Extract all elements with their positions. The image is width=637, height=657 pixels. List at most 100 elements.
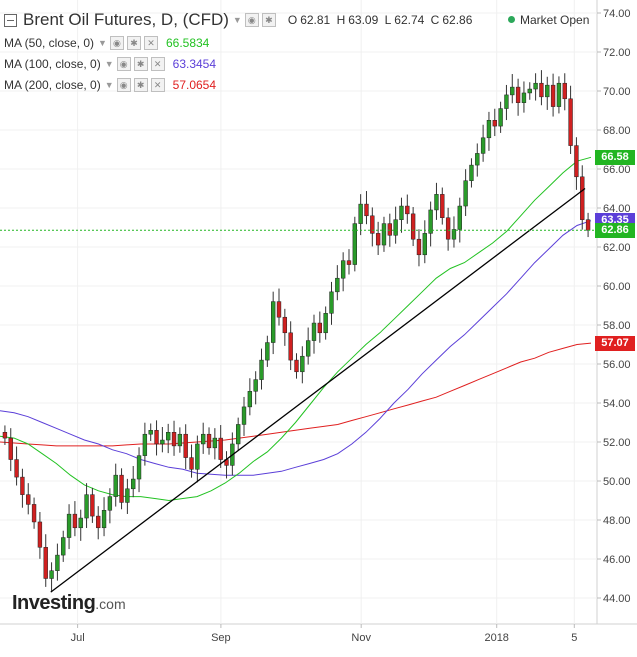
candle bbox=[101, 510, 107, 529]
y-tick-label: 44.00 bbox=[603, 593, 631, 605]
candle bbox=[8, 437, 13, 460]
candle bbox=[370, 215, 375, 234]
candle bbox=[72, 513, 78, 529]
high-value: 63.09 bbox=[348, 13, 379, 27]
candle bbox=[533, 82, 538, 90]
candle bbox=[300, 355, 305, 373]
candle bbox=[125, 488, 130, 503]
ma200-line bbox=[0, 342, 592, 447]
candle bbox=[154, 430, 159, 445]
legend-ma200[interactable]: MA (200, close, 0) ▼ ◉ ✱ ✕ 57.0654 bbox=[4, 74, 475, 95]
ma50-label: MA (50, close, 0) bbox=[4, 35, 95, 50]
candle bbox=[241, 406, 247, 425]
y-tick-label: 58.00 bbox=[603, 320, 631, 332]
candle bbox=[340, 260, 346, 279]
chart-title: Brent Oil Futures, D, (CFD) bbox=[23, 10, 229, 29]
candle bbox=[539, 82, 544, 98]
y-tick-label: 74.00 bbox=[603, 8, 631, 20]
candle bbox=[206, 433, 212, 449]
candle bbox=[323, 313, 328, 334]
candle bbox=[521, 92, 527, 103]
x-tick-label: Nov bbox=[351, 632, 371, 644]
close-value: 62.86 bbox=[442, 13, 473, 27]
candle bbox=[387, 223, 392, 236]
gear-icon[interactable]: ✱ bbox=[126, 35, 141, 50]
legend-ma50[interactable]: MA (50, close, 0) ▼ ◉ ✱ ✕ 66.5834 bbox=[4, 32, 475, 53]
y-tick-label: 66.00 bbox=[603, 164, 631, 176]
market-status: Market Open bbox=[508, 13, 589, 27]
y-tick-label: 62.00 bbox=[603, 242, 631, 254]
candle bbox=[2, 432, 8, 439]
candle bbox=[294, 359, 299, 373]
candle bbox=[492, 120, 497, 127]
eye-icon[interactable]: ◉ bbox=[244, 13, 259, 27]
close-icon[interactable]: ✕ bbox=[150, 56, 165, 71]
y-tick-label: 72.00 bbox=[603, 47, 631, 59]
candle bbox=[329, 291, 334, 314]
ma100-line bbox=[0, 220, 592, 476]
ma50-line bbox=[0, 156, 592, 502]
candle bbox=[113, 474, 118, 497]
eye-icon[interactable]: ◉ bbox=[116, 77, 131, 92]
candle bbox=[183, 433, 188, 458]
chevron-down-icon[interactable]: ▼ bbox=[232, 15, 242, 25]
eye-icon[interactable]: ◉ bbox=[116, 56, 131, 71]
candle bbox=[428, 209, 433, 234]
candle bbox=[107, 496, 113, 511]
chevron-down-icon[interactable]: ▼ bbox=[104, 79, 114, 90]
candle bbox=[43, 547, 48, 579]
candle bbox=[171, 432, 177, 447]
y-tick-label: 68.00 bbox=[603, 125, 631, 137]
close-icon[interactable]: ✕ bbox=[150, 77, 165, 92]
candle bbox=[375, 233, 381, 246]
x-tick-label: Sep bbox=[211, 632, 231, 644]
candle bbox=[311, 322, 317, 341]
candle bbox=[580, 176, 585, 220]
candle bbox=[276, 301, 282, 318]
candle bbox=[498, 108, 503, 127]
candle bbox=[270, 301, 276, 343]
candle bbox=[90, 494, 95, 517]
candle bbox=[84, 494, 89, 519]
candle bbox=[504, 94, 509, 109]
candle bbox=[282, 316, 288, 334]
chart-legend: Brent Oil Futures, D, (CFD) ▼ ◉ ✱ O 62.81… bbox=[4, 8, 475, 95]
candle bbox=[393, 219, 398, 236]
chevron-down-icon[interactable]: ▼ bbox=[104, 58, 114, 69]
price-axis-bg bbox=[597, 0, 637, 657]
candle bbox=[585, 219, 591, 231]
gear-icon[interactable]: ✱ bbox=[261, 13, 276, 27]
close-icon[interactable]: ✕ bbox=[143, 35, 158, 50]
candle bbox=[410, 213, 416, 240]
collapse-legend-button[interactable] bbox=[4, 13, 17, 27]
candle bbox=[247, 391, 253, 408]
x-tick-label: Jul bbox=[71, 632, 85, 644]
candle bbox=[288, 332, 293, 361]
candle bbox=[55, 554, 60, 571]
candle bbox=[335, 277, 340, 293]
eye-icon[interactable]: ◉ bbox=[109, 35, 124, 50]
price-tag: 62.86 bbox=[595, 222, 635, 238]
gear-icon[interactable]: ✱ bbox=[133, 56, 148, 71]
ma200-value: 57.0654 bbox=[172, 77, 217, 92]
candle bbox=[31, 504, 37, 523]
candle bbox=[352, 223, 357, 265]
candle bbox=[346, 260, 352, 265]
candle bbox=[434, 194, 439, 211]
low-value: 62.74 bbox=[394, 13, 425, 27]
candle bbox=[131, 478, 136, 490]
candle bbox=[160, 439, 165, 445]
candle bbox=[317, 322, 323, 334]
gear-icon[interactable]: ✱ bbox=[133, 77, 148, 92]
candle bbox=[14, 459, 19, 478]
candle bbox=[265, 342, 270, 361]
y-tick-label: 48.00 bbox=[603, 515, 631, 527]
legend-ma100[interactable]: MA (100, close, 0) ▼ ◉ ✱ ✕ 63.3454 bbox=[4, 53, 475, 74]
candle bbox=[405, 205, 410, 215]
chevron-down-icon[interactable]: ▼ bbox=[98, 37, 107, 48]
y-tick-label: 52.00 bbox=[603, 437, 631, 449]
candle bbox=[142, 433, 148, 456]
candle bbox=[399, 205, 404, 220]
candle bbox=[416, 238, 422, 256]
